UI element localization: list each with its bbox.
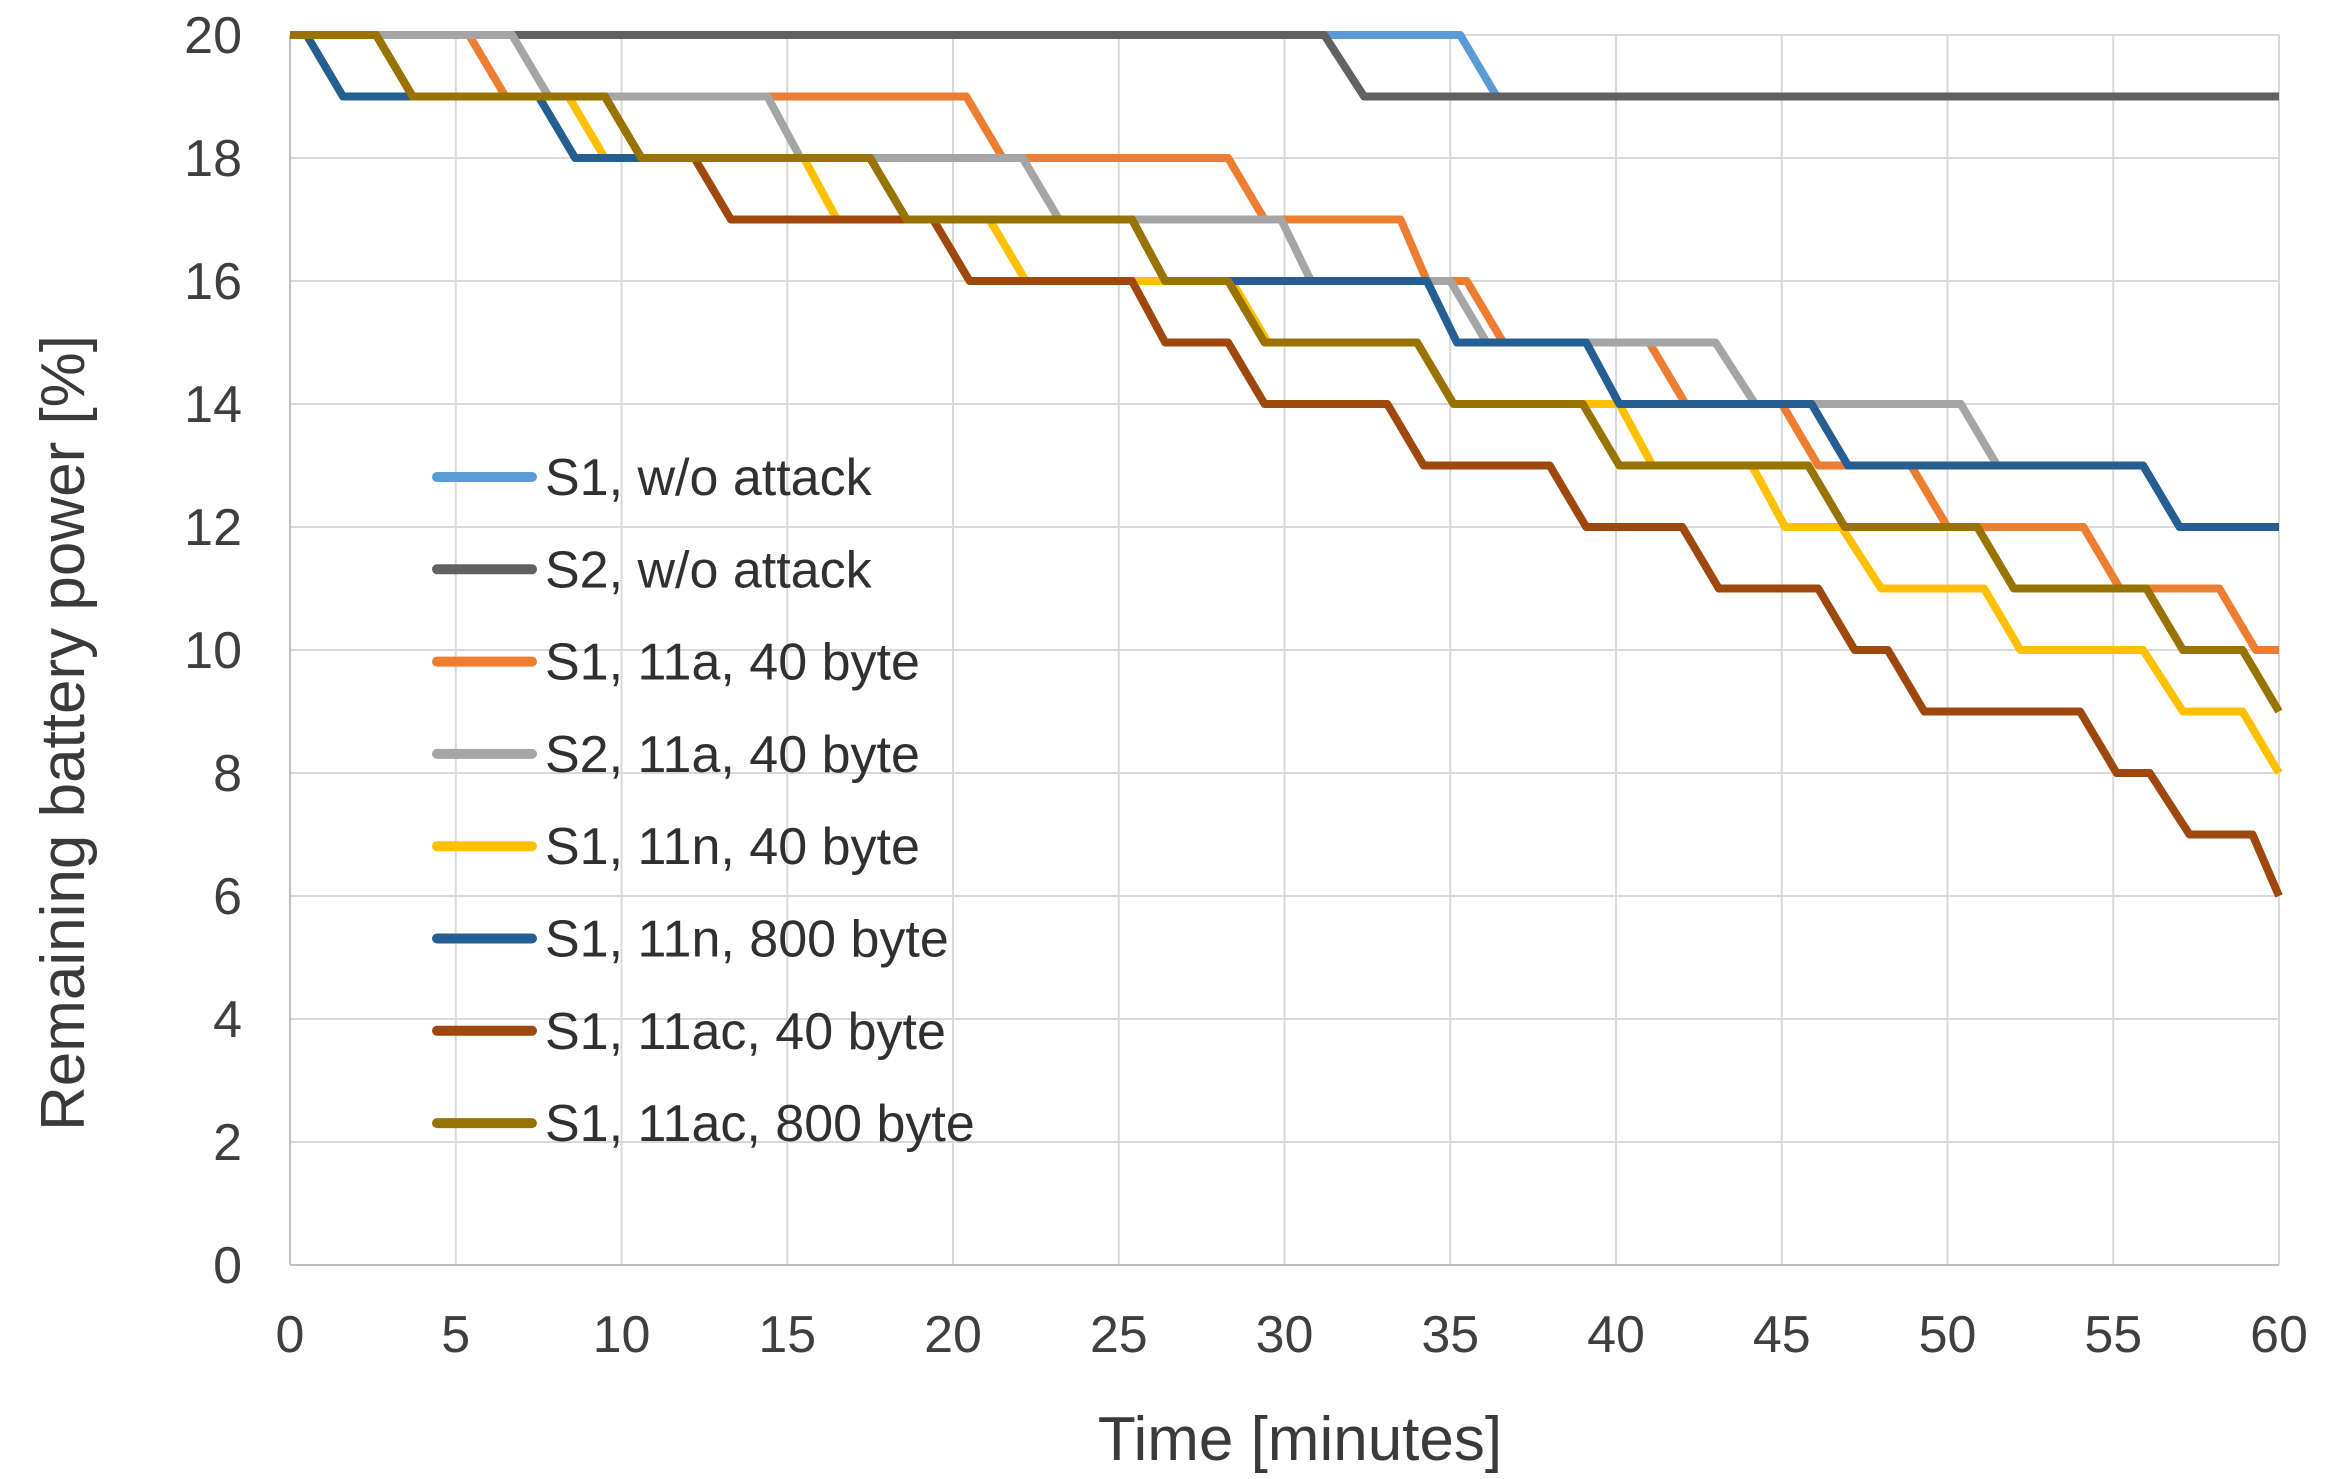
y-tick-label-16: 16 bbox=[184, 253, 242, 311]
legend-item-s1-w-o-attack: S1, w/o attack bbox=[432, 449, 873, 507]
x-tick-label-55: 55 bbox=[2084, 1306, 2142, 1364]
legend-label-s2-11a-40-byte: S2, 11a, 40 byte bbox=[545, 726, 920, 784]
y-tick-label-6: 6 bbox=[213, 868, 242, 926]
x-tick-label-35: 35 bbox=[1421, 1306, 1479, 1364]
legend-label-s1-11n-40-byte: S1, 11n, 40 byte bbox=[545, 818, 920, 876]
legend-label-s1-11n-800-byte: S1, 11n, 800 byte bbox=[545, 911, 949, 969]
legend-label-s1-11ac-800-byte: S1, 11ac, 800 byte bbox=[545, 1095, 975, 1153]
legend-item-s2-11a-40-byte: S2, 11a, 40 byte bbox=[432, 726, 920, 784]
x-tick-label-10: 10 bbox=[593, 1306, 651, 1364]
x-tick-label-45: 45 bbox=[1753, 1306, 1811, 1364]
x-tick-label-5: 5 bbox=[441, 1306, 470, 1364]
y-tick-label-4: 4 bbox=[213, 991, 242, 1049]
legend-label-s1-11a-40-byte: S1, 11a, 40 byte bbox=[545, 634, 920, 692]
series-lines bbox=[290, 31, 2283, 898]
y-axis-title: Remaining battery power [%] bbox=[29, 335, 98, 1131]
legend-item-s1-11n-40-byte: S1, 11n, 40 byte bbox=[432, 818, 920, 876]
legend-item-s2-w-o-attack: S2, w/o attack bbox=[432, 541, 873, 599]
x-axis-title: Time [minutes] bbox=[1098, 1405, 1502, 1474]
x-tick-label-0: 0 bbox=[276, 1306, 305, 1364]
legend-label-s2-w-o-attack: S2, w/o attack bbox=[545, 541, 873, 599]
x-tick-label-40: 40 bbox=[1587, 1306, 1645, 1364]
y-tick-label-18: 18 bbox=[184, 130, 242, 188]
y-tick-label-20: 20 bbox=[184, 7, 242, 65]
legend-label-s1-11ac-40-byte: S1, 11ac, 40 byte bbox=[545, 1003, 946, 1061]
axis-lines bbox=[289, 35, 2279, 1266]
y-tick-label-0: 0 bbox=[213, 1237, 242, 1295]
x-tick-label-50: 50 bbox=[1919, 1306, 1977, 1364]
legend-label-s1-w-o-attack: S1, w/o attack bbox=[545, 449, 873, 507]
legend-item-s1-11ac-800-byte: S1, 11ac, 800 byte bbox=[432, 1095, 975, 1153]
y-tick-label-8: 8 bbox=[213, 745, 242, 803]
y-tick-label-12: 12 bbox=[184, 499, 242, 557]
legend-item-s1-11a-40-byte: S1, 11a, 40 byte bbox=[432, 634, 920, 692]
legend-item-s1-11ac-40-byte: S1, 11ac, 40 byte bbox=[432, 1003, 946, 1061]
x-tick-label-20: 20 bbox=[924, 1306, 982, 1364]
legend-item-s1-11n-800-byte: S1, 11n, 800 byte bbox=[432, 911, 949, 969]
x-tick-label-25: 25 bbox=[1090, 1306, 1148, 1364]
x-tick-label-15: 15 bbox=[758, 1306, 816, 1364]
y-tick-label-10: 10 bbox=[184, 622, 242, 680]
gridlines bbox=[290, 34, 2280, 1265]
tick-labels: 0 5 10 15 20 25 30 35 40 45 50 55 60 0 2 4 6 8 10 12 14 16 18 2… bbox=[184, 7, 2308, 1364]
x-tick-label-60: 60 bbox=[2250, 1306, 2308, 1364]
series-line-s1-11ac-800-byte bbox=[290, 31, 2283, 714]
y-tick-label-14: 14 bbox=[184, 376, 242, 434]
y-tick-label-2: 2 bbox=[213, 1114, 242, 1172]
legend: S1, w/o attack S2, w/o attack S1, 11a, 40 … bbox=[432, 449, 975, 1153]
x-tick-label-30: 30 bbox=[1256, 1306, 1314, 1364]
series-line-s2-w-o-attack bbox=[290, 31, 2279, 101]
